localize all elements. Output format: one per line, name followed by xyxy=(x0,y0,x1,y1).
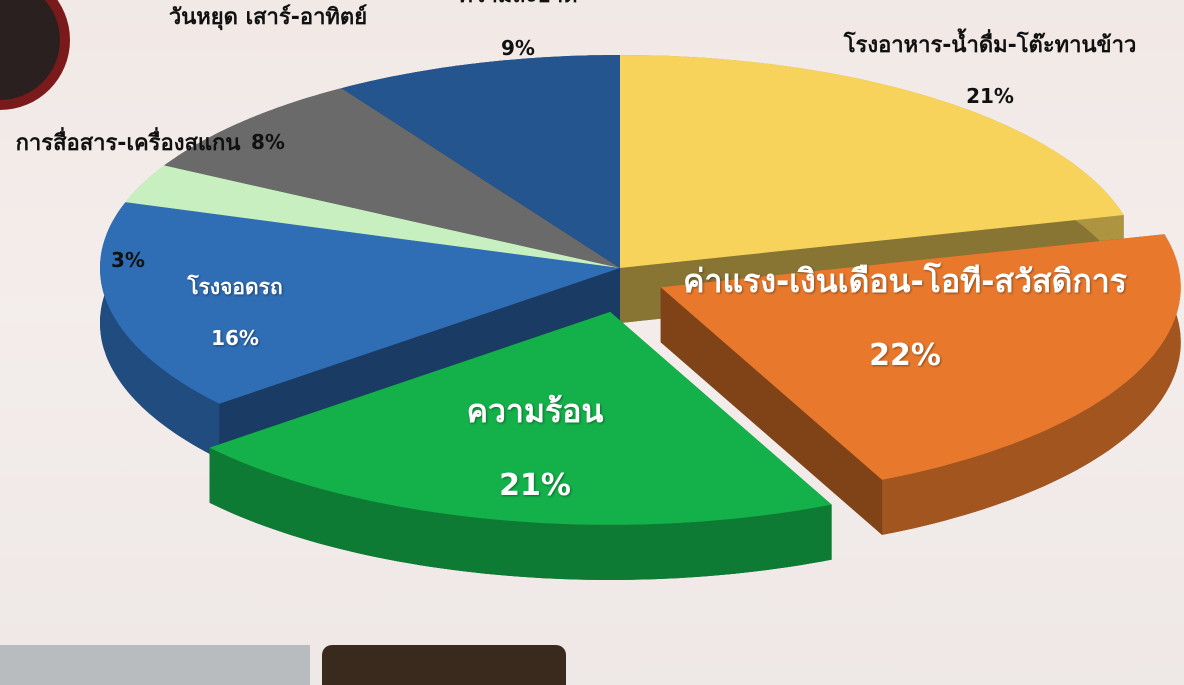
slice-side xyxy=(100,202,220,459)
slice-side xyxy=(209,447,832,580)
value-label: 16% xyxy=(211,326,259,351)
value-label: 3% xyxy=(111,248,145,272)
slice-label: โรงจอดรถ xyxy=(187,275,283,299)
slice-label: ค่าแรง-เงินเดือน-โอที-สวัสดิการ xyxy=(683,262,1127,300)
value-label: 21% xyxy=(966,83,1014,108)
value-label: 22% xyxy=(869,338,941,374)
bottom-photo xyxy=(0,645,310,685)
corner-photo xyxy=(0,0,60,100)
slice-label: วันหยุด เสาร์-อาทิตย์ xyxy=(168,5,368,30)
slice-label: การสื่อสาร-เครื่องสแกน xyxy=(15,131,241,156)
slice-label: ความร้อน xyxy=(466,392,604,430)
value-label: 9% xyxy=(501,35,535,60)
value-label: 8% xyxy=(251,130,285,154)
slice-side xyxy=(882,234,1181,535)
value-label: 21% xyxy=(499,468,571,504)
slice xyxy=(660,234,1181,480)
slice xyxy=(341,55,620,268)
slice xyxy=(164,88,621,268)
slice xyxy=(125,165,620,268)
slice-tops xyxy=(100,55,1181,525)
slice-label: ความสะอาด xyxy=(368,0,668,12)
slice-label: โรงอาหาร-น้ำดื่ม-โต๊ะทานข้าว xyxy=(843,33,1137,58)
slice-wall xyxy=(660,287,883,535)
slice xyxy=(209,311,832,525)
slice xyxy=(620,55,1124,268)
slice xyxy=(100,202,620,404)
bottom-photo xyxy=(322,645,566,685)
pie xyxy=(100,55,1181,580)
